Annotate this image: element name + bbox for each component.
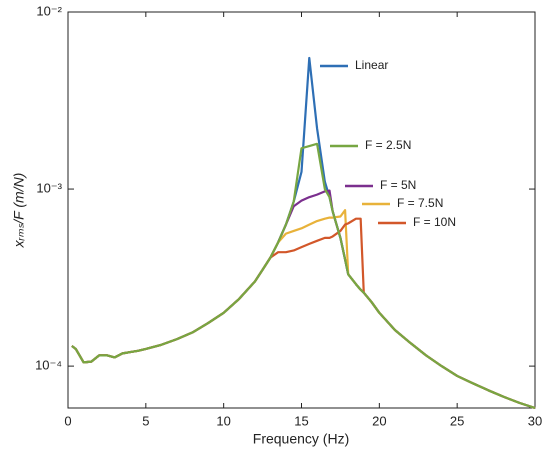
series-line (71, 209, 536, 410)
series-line (71, 189, 536, 410)
plot-frame (67, 11, 536, 409)
series-line (71, 142, 536, 410)
legend-label: Linear (355, 58, 388, 72)
y-tick-label: 10⁻³ (36, 180, 62, 195)
legend-label: F = 2.5N (365, 138, 411, 152)
y-axis-label: xᵣₘₛ/F (m/N) (11, 173, 27, 249)
y-tick-label: 10⁻² (36, 3, 62, 18)
x-tick-label: 10 (216, 413, 230, 428)
legend-label: F = 7.5N (397, 196, 443, 210)
x-tick-label: 25 (450, 413, 464, 428)
x-tick-label: 20 (372, 413, 386, 428)
series-line (71, 56, 536, 410)
x-tick-label: 0 (64, 413, 71, 428)
x-tick-label: 30 (528, 413, 542, 428)
legend-label: F = 5N (380, 178, 416, 192)
x-tick-label: 5 (142, 413, 149, 428)
y-tick-label: 10⁻⁴ (35, 358, 62, 373)
x-axis-label: Frequency (Hz) (253, 431, 349, 447)
legend-label: F = 10N (413, 215, 456, 229)
x-tick-label: 15 (294, 413, 308, 428)
